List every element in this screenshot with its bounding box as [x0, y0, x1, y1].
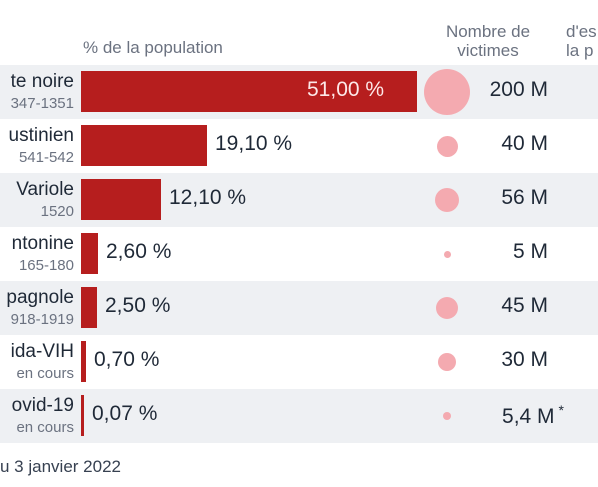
header-population: % de la population [83, 38, 223, 57]
chart-row: pagnole 918-1919 2,50 % 45 M [0, 281, 598, 335]
chart-row: ntonine 165-180 2,60 % 5 M [0, 227, 598, 281]
header-victims: Nombre de victimes [445, 22, 531, 60]
footer-date: u 3 janvier 2022 [0, 457, 121, 476]
bar-mark [81, 395, 84, 436]
category-label: pagnole [6, 287, 74, 308]
value-label: 2,60 % [106, 240, 172, 263]
victims-bubble [443, 250, 451, 258]
chart-row: Variole 1520 12,10 % 56 M [0, 173, 598, 227]
chart-row: te noire 347-1351 51,00 % 200 M [0, 65, 598, 119]
bar-mark [81, 287, 97, 328]
bar-mark [81, 233, 98, 274]
bar-mark [81, 341, 86, 382]
value-label: 0,70 % [94, 348, 160, 371]
period-label: 541-542 [18, 149, 74, 166]
period-label: en cours [16, 419, 74, 436]
chart-row: ustinien 541-542 19,10 % 40 M [0, 119, 598, 173]
bar-mark [81, 71, 417, 112]
footnote-marker: * [558, 402, 564, 418]
period-label: 1520 [40, 203, 74, 220]
value-label: 0,07 % [92, 402, 158, 425]
victims-label: 45 M [501, 294, 548, 317]
value-label: 19,10 % [215, 132, 293, 155]
chart-row: ida-VIH en cours 0,70 % 30 M [0, 335, 598, 389]
victims-bubble [435, 188, 459, 212]
victims-label: 56 M [501, 186, 548, 209]
victims-bubble [436, 297, 458, 319]
period-label: 347-1351 [10, 95, 74, 112]
category-label: ida-VIH [10, 341, 74, 362]
category-label: te noire [10, 71, 74, 92]
chart-row: ovid-19 en cours 0,07 % 5,4 M * [0, 389, 598, 443]
category-label: ovid-19 [11, 395, 74, 416]
victims-label: 5 M [512, 240, 548, 263]
victims-bubble [424, 69, 470, 115]
victims-label: 30 M [501, 348, 548, 371]
value-label: 2,50 % [105, 294, 171, 317]
bar-mark [81, 125, 207, 166]
value-label: 51,00 % [307, 78, 385, 101]
victims-bubble [438, 353, 456, 371]
victims-bubble [443, 412, 451, 420]
header-esperance: d'es la p [566, 22, 597, 60]
period-label: 918-1919 [10, 311, 74, 328]
period-label: en cours [16, 365, 74, 382]
category-label: ustinien [8, 125, 75, 146]
category-label: Variole [16, 179, 74, 200]
victims-label: 5,4 M * [502, 402, 564, 428]
victims-bubble [436, 135, 458, 157]
victims-label: 200 M [489, 78, 548, 101]
value-label: 12,10 % [169, 186, 247, 209]
bar-mark [81, 179, 161, 220]
category-label: ntonine [11, 233, 74, 254]
victims-label: 40 M [501, 132, 548, 155]
period-label: 165-180 [18, 257, 74, 274]
